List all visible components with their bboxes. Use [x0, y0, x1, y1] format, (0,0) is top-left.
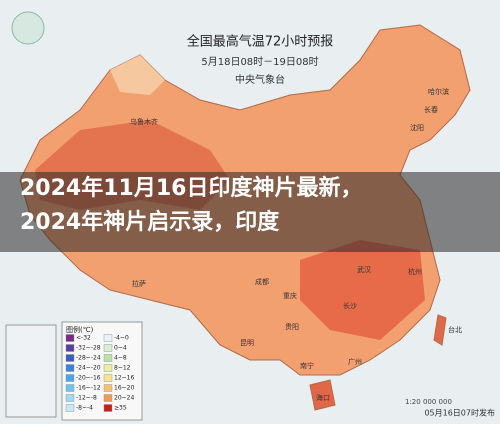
- headline-line: 2024年神片启示录，印度: [20, 210, 280, 235]
- scale: 1:20 000 000: [405, 398, 452, 406]
- city-label: 长春: [424, 105, 438, 114]
- legend-swatch: [103, 384, 113, 392]
- legend-label: 20~24: [114, 395, 134, 402]
- legend-box: [61, 321, 143, 421]
- city-label: 昆明: [240, 339, 254, 347]
- city-label: 拉萨: [132, 279, 146, 288]
- city-label: 武汉: [357, 265, 371, 274]
- city-label: 海口: [316, 393, 330, 402]
- legend-swatch: [103, 354, 113, 362]
- legend-label: 16~20: [114, 385, 134, 392]
- legend-label: -8~-4: [76, 405, 93, 412]
- legend-label: -4~0: [114, 335, 129, 342]
- legend-title: 图例(℃): [66, 325, 94, 334]
- legend-label: 4~8: [114, 355, 127, 362]
- city-label: 沈阳: [410, 123, 424, 132]
- legend-swatch: [65, 354, 75, 362]
- city-label: 南宁: [300, 361, 314, 370]
- legend-swatch: [103, 334, 113, 342]
- city-label: 哈尔滨: [428, 87, 449, 96]
- legend-swatch: [65, 364, 75, 372]
- issued: 05月16日07时发布: [424, 408, 495, 418]
- legend-swatch: [103, 364, 113, 372]
- legend-swatch: [103, 394, 113, 402]
- map-source: 中央气象台: [235, 73, 285, 86]
- legend-swatch: [103, 344, 113, 352]
- legend-label: -16~-12: [76, 385, 101, 392]
- city-label: 杭州: [408, 267, 422, 276]
- legend-label: -32~-28: [76, 345, 101, 352]
- headline-line: 2024年11月16日印度神片最新，: [20, 176, 363, 201]
- legend-label: 8~12: [114, 365, 131, 372]
- cool-zone: [110, 55, 165, 95]
- city-label: 台北: [448, 325, 462, 334]
- logo: [11, 11, 45, 45]
- legend-label: 12~16: [114, 375, 134, 382]
- city-label: 乌鲁木齐: [130, 117, 158, 126]
- legend-swatch: [103, 374, 113, 382]
- map-subtitle: 5月18日08时－19日08时: [201, 56, 318, 68]
- headline-banner: 2024年11月16日印度神片最新， 2024年神片启示录，印度: [0, 172, 500, 252]
- legend-swatch: [65, 344, 75, 352]
- south-sea-inset: [5, 324, 57, 418]
- legend-label: -12~-8: [76, 395, 97, 402]
- city-label: 贵阳: [285, 322, 299, 331]
- legend-label: -24~-20: [76, 365, 101, 372]
- city-label: 广州: [348, 357, 362, 366]
- legend-swatch: [65, 334, 75, 342]
- city-label: 重庆: [283, 291, 297, 300]
- legend-swatch: [65, 384, 75, 392]
- hainan: [309, 379, 336, 411]
- legend-swatch: [65, 404, 75, 412]
- map-title: 全国最高气温72小时预报: [187, 34, 334, 50]
- legend-label: <-32: [76, 335, 91, 342]
- legend: <-32 -32~-28 -28~-24 -24~-20 -20~-16 -16~-12 -…: [65, 334, 134, 412]
- legend-swatch: [65, 374, 75, 382]
- legend-label: ≥35: [114, 405, 127, 412]
- legend-label: -28~-24: [76, 355, 101, 362]
- legend-swatch: [65, 394, 75, 402]
- city-label: 长沙: [343, 301, 357, 310]
- taiwan: [433, 314, 447, 346]
- city-label: 成都: [255, 277, 269, 286]
- legend-label: -20~-16: [76, 375, 101, 382]
- legend-label: 0~4: [114, 345, 127, 352]
- heat-zone: [300, 240, 425, 340]
- legend-swatch: [103, 404, 113, 412]
